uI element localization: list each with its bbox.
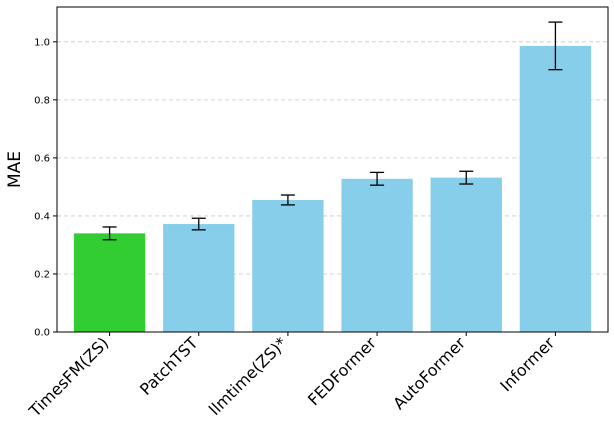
x-tick-label: FEDFormer <box>304 333 380 409</box>
y-tick-label: 0.2 <box>34 269 50 280</box>
y-tick-label: 0.8 <box>34 95 50 106</box>
bar-fedformer <box>341 178 413 332</box>
bar-autoformer <box>430 177 502 332</box>
bar-informer <box>519 45 592 332</box>
x-axis-ticks: TimesFM(ZS) PatchTST llmtime(ZS)* FEDFormer… <box>25 332 559 421</box>
error-bar <box>102 226 117 241</box>
error-bar <box>548 21 563 71</box>
bar-timesfm-zs <box>73 233 146 332</box>
x-tick-label: llmtime(ZS)* <box>205 333 291 419</box>
y-tick-label: 0.0 <box>34 328 50 339</box>
plot-frame <box>56 6 609 333</box>
y-axis-label: MAE <box>5 151 25 188</box>
x-tick-label: PatchTST <box>136 333 202 399</box>
x-tick-label: TimesFM(ZS) <box>25 333 113 421</box>
bar-llmtime-zs <box>252 199 324 332</box>
error-bar <box>459 170 474 185</box>
x-tick-label: Informer <box>496 333 558 395</box>
error-bar <box>370 171 385 186</box>
bar-patchtst <box>163 224 235 332</box>
bars <box>73 45 592 332</box>
error-bar <box>280 194 295 206</box>
y-axis-ticks: 0.0 0.2 0.4 0.6 0.8 1.0 <box>34 37 57 339</box>
error-bar <box>191 217 206 231</box>
y-tick-label: 0.4 <box>34 211 50 222</box>
y-tick-label: 0.6 <box>34 153 50 164</box>
x-tick-label: AutoFormer <box>389 333 469 413</box>
error-bars <box>102 21 563 241</box>
y-tick-label: 1.0 <box>34 37 50 48</box>
grid-lines <box>57 41 608 275</box>
